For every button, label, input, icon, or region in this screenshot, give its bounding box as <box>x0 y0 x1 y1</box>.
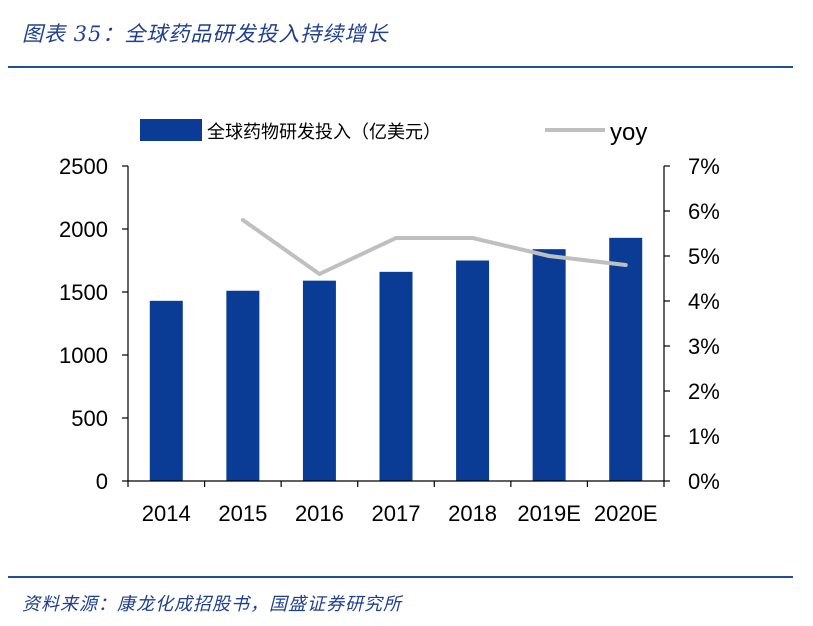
header-rule <box>8 66 793 68</box>
left-tick-label: 1000 <box>59 343 108 368</box>
left-tick-label: 2000 <box>59 217 108 242</box>
bar-2016 <box>302 280 336 481</box>
x-axis-ticks: 2014 2015 2016 2017 2018 2019E 2020E <box>127 481 665 526</box>
axes <box>127 166 665 482</box>
x-tick-label-2017: 2017 <box>372 501 421 526</box>
bar-2019E <box>532 249 566 481</box>
left-axis-ticks: 0 500 1000 1500 2000 2500 <box>59 154 128 494</box>
right-axis-ticks: 0% 1% 2% 3% 4% 5% 6% 7% <box>664 154 720 494</box>
yoy-point-2019E <box>547 254 552 258</box>
bar-2020E <box>609 237 643 481</box>
x-tick-label-2018: 2018 <box>448 501 497 526</box>
figure-title: 图表 35：全球药品研发投入持续增长 <box>22 22 389 46</box>
bar-2017 <box>379 271 413 481</box>
legend-bar-swatch <box>140 119 202 141</box>
bar-2014 <box>149 300 183 481</box>
right-tick-label: 7% <box>688 154 720 179</box>
x-tick-label-2019E: 2019E <box>517 501 581 526</box>
x-tick-label-2016: 2016 <box>295 501 344 526</box>
left-tick-label: 2500 <box>59 154 108 179</box>
right-tick-label: 0% <box>688 469 720 494</box>
chart: 全球药物研发投入（亿美元） yoy 0 500 1000 1500 2000 2500 0… <box>59 119 720 526</box>
yoy-point-2015 <box>240 218 245 222</box>
source-note: 资料来源：康龙化成招股书，国盛证券研究所 <box>22 594 402 615</box>
yoy-line-layer <box>240 218 628 276</box>
right-tick-label: 4% <box>688 289 720 314</box>
left-tick-label: 0 <box>96 469 108 494</box>
x-tick-label-2015: 2015 <box>218 501 267 526</box>
right-tick-label: 5% <box>688 244 720 269</box>
left-tick-label: 500 <box>71 406 108 431</box>
legend: 全球药物研发投入（亿美元） yoy <box>140 119 647 146</box>
legend-line-label: yoy <box>610 119 647 146</box>
x-tick-label-2020E: 2020E <box>594 501 658 526</box>
left-tick-label: 1500 <box>59 280 108 305</box>
yoy-point-2020E <box>623 263 628 267</box>
footer-rule <box>8 576 793 578</box>
x-tick-label-2014: 2014 <box>142 501 191 526</box>
legend-bar-label: 全球药物研发投入（亿美元） <box>207 122 441 143</box>
bar-2015 <box>226 290 260 481</box>
yoy-point-2018 <box>470 236 475 240</box>
yoy-line <box>241 218 626 276</box>
bars <box>149 237 643 481</box>
right-tick-label: 2% <box>688 379 720 404</box>
bar-2018 <box>456 260 490 481</box>
right-tick-label: 6% <box>688 199 720 224</box>
right-tick-label: 3% <box>688 334 720 359</box>
yoy-point-2017 <box>394 236 398 240</box>
right-tick-label: 1% <box>688 424 720 449</box>
yoy-point-2016 <box>317 272 322 276</box>
